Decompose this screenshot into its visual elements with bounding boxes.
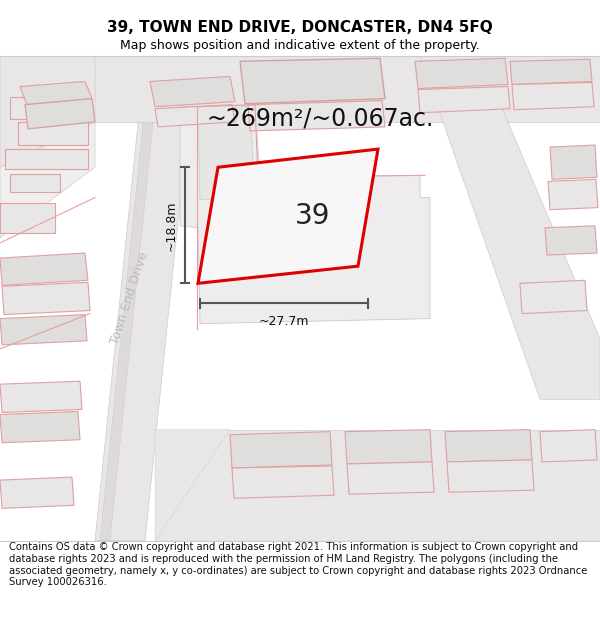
Polygon shape	[248, 101, 385, 131]
Polygon shape	[548, 179, 598, 209]
Polygon shape	[0, 56, 95, 168]
Polygon shape	[0, 411, 80, 442]
Text: ~269m²/~0.067ac.: ~269m²/~0.067ac.	[206, 107, 434, 131]
Polygon shape	[18, 122, 88, 145]
Polygon shape	[512, 82, 594, 110]
Polygon shape	[0, 202, 55, 233]
Polygon shape	[10, 97, 90, 119]
Polygon shape	[155, 104, 235, 127]
Polygon shape	[2, 282, 90, 314]
Polygon shape	[230, 432, 332, 468]
Polygon shape	[0, 253, 88, 286]
Polygon shape	[347, 462, 434, 494]
Polygon shape	[545, 226, 597, 255]
Polygon shape	[25, 99, 95, 129]
Polygon shape	[420, 56, 600, 399]
Polygon shape	[20, 81, 92, 104]
Polygon shape	[550, 145, 597, 179]
Polygon shape	[415, 58, 508, 89]
Polygon shape	[240, 58, 385, 104]
Polygon shape	[0, 122, 95, 238]
Text: 39, TOWN END DRIVE, DONCASTER, DN4 5FQ: 39, TOWN END DRIVE, DONCASTER, DN4 5FQ	[107, 20, 493, 35]
Text: Map shows position and indicative extent of the property.: Map shows position and indicative extent…	[120, 39, 480, 52]
Polygon shape	[447, 460, 534, 492]
Polygon shape	[0, 381, 82, 412]
Polygon shape	[155, 429, 230, 541]
Polygon shape	[100, 56, 160, 541]
Polygon shape	[0, 56, 600, 122]
Text: Town End Drive: Town End Drive	[109, 251, 151, 346]
Polygon shape	[10, 174, 60, 192]
Polygon shape	[445, 429, 532, 462]
Polygon shape	[180, 104, 430, 324]
Polygon shape	[150, 76, 235, 107]
Polygon shape	[198, 149, 378, 283]
Polygon shape	[232, 466, 334, 498]
Polygon shape	[198, 107, 258, 199]
Polygon shape	[0, 314, 87, 345]
Polygon shape	[520, 280, 587, 314]
Text: ~18.8m: ~18.8m	[164, 200, 178, 251]
Polygon shape	[95, 56, 195, 541]
Text: ~27.7m: ~27.7m	[259, 315, 309, 328]
Text: 39: 39	[295, 202, 331, 231]
Polygon shape	[5, 149, 88, 169]
Polygon shape	[0, 477, 74, 508]
Polygon shape	[510, 59, 592, 84]
Polygon shape	[540, 429, 597, 462]
Polygon shape	[418, 86, 510, 112]
Text: Contains OS data © Crown copyright and database right 2021. This information is : Contains OS data © Crown copyright and d…	[9, 542, 587, 588]
Polygon shape	[155, 429, 600, 541]
Polygon shape	[345, 429, 432, 464]
